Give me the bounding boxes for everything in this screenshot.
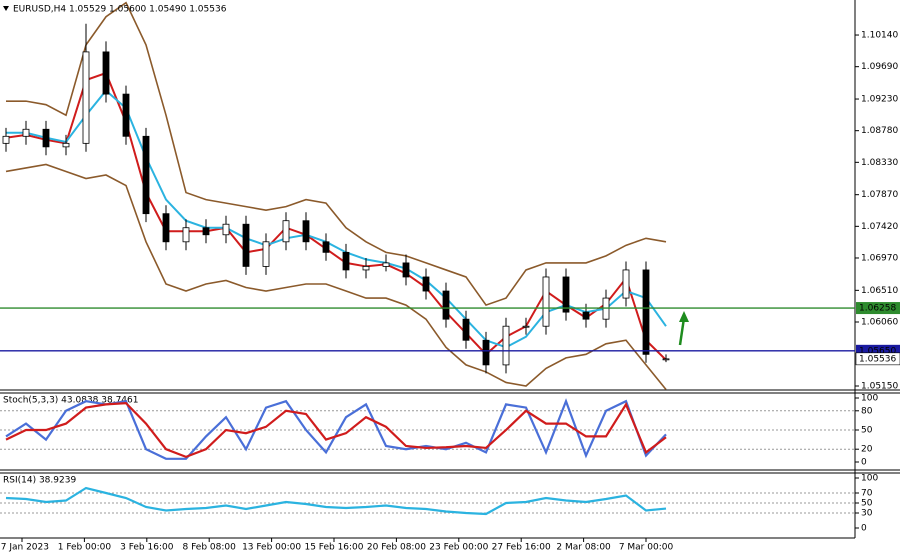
candle-body [62, 142, 70, 148]
y-tick-label: 1.05150 [861, 381, 898, 391]
candle-body [482, 339, 490, 366]
candle-body [442, 290, 450, 320]
chart-header: EURUSD,H4 1.05529 1.05600 1.05490 1.0553… [13, 5, 227, 15]
y-tick-label: 50 [861, 426, 873, 436]
y-tick-label: 1.08780 [861, 126, 898, 136]
candle-body [502, 325, 510, 366]
candle-body [282, 220, 290, 243]
x-tick-label: 20 Feb 08:00 [367, 543, 426, 553]
y-tick-label: 1.07420 [861, 222, 898, 232]
stoch-title: Stoch(5,3,3) 43.0838 38.7461 [3, 396, 138, 406]
candle-body [422, 276, 430, 292]
candle-body [142, 135, 150, 215]
candle-body [42, 128, 50, 148]
x-tick-label: 27 Jan 2023 [0, 543, 49, 553]
x-tick-label: 2 Mar 08:00 [556, 543, 611, 553]
y-tick-label: 1.07870 [861, 190, 898, 200]
candle-body [122, 93, 130, 137]
candle-body [462, 318, 470, 341]
y-tick-label: 0 [861, 458, 867, 468]
candle-body [242, 223, 250, 267]
candle-body [302, 220, 310, 243]
y-tick-label: 30 [861, 509, 873, 519]
candle-body [522, 325, 530, 328]
indicator-line [5, 71, 667, 361]
x-tick-label: 1 Feb 00:00 [58, 543, 112, 553]
candle-body [382, 262, 390, 267]
candle-body [2, 135, 10, 144]
y-tick-label: 1.09230 [861, 95, 898, 105]
x-tick-label: 7 Mar 00:00 [619, 543, 674, 553]
level-label-box [856, 302, 900, 315]
y-tick-label: 1.06060 [861, 317, 898, 327]
indicator-line [5, 163, 667, 391]
y-tick-label: 1.09690 [861, 62, 898, 72]
candle-body [162, 213, 170, 243]
candle-body [22, 128, 30, 137]
y-tick-label: 80 [861, 406, 873, 416]
candle-body [582, 311, 590, 320]
candle-body [82, 51, 90, 144]
candle-body [662, 358, 670, 361]
indicator-line [5, 486, 667, 516]
trend-arrow [678, 311, 689, 346]
current-price-label: 1.05536 [859, 354, 896, 364]
candle-body [322, 241, 330, 253]
candle-body [222, 223, 230, 236]
x-tick-label: 15 Feb 16:00 [304, 543, 363, 553]
x-tick-label: 27 Feb 16:00 [492, 543, 551, 553]
candle-body [362, 266, 370, 271]
candle-body [542, 276, 550, 327]
x-tick-label: 13 Feb 00:00 [242, 543, 301, 553]
y-tick-label: 50 [861, 499, 873, 509]
x-tick-label: 8 Feb 08:00 [183, 543, 237, 553]
level-label: 1.05650 [859, 346, 896, 356]
candle-body [402, 262, 410, 278]
y-tick-label: 100 [861, 394, 878, 404]
symbol-menu-arrow[interactable] [3, 6, 9, 11]
candle-body [202, 227, 210, 236]
y-tick-label: 1.06510 [861, 286, 898, 296]
indicator-line [6, 1, 667, 307]
y-tick-label: 70 [861, 489, 873, 499]
candle-body [562, 276, 570, 313]
y-tick-label: 1.06970 [861, 253, 898, 263]
candle-body [622, 269, 630, 299]
y-tick-label: 0 [861, 524, 867, 534]
candle-body [642, 269, 650, 355]
indicator-line [5, 401, 667, 459]
x-tick-label: 23 Feb 00:00 [429, 543, 488, 553]
candle-body [342, 251, 350, 271]
y-tick-label: 100 [861, 474, 878, 484]
current-price-box [855, 352, 900, 366]
rsi-title: RSI(14) 38.9239 [3, 476, 76, 486]
y-tick-label: 1.08330 [861, 158, 898, 168]
y-tick-label: 20 [861, 445, 873, 455]
candle-body [262, 241, 270, 267]
candle-body [182, 227, 190, 243]
x-tick-label: 3 Feb 16:00 [120, 543, 174, 553]
candle-body [102, 51, 110, 95]
level-label: 1.06258 [859, 304, 896, 314]
y-tick-label: 1.10140 [861, 31, 898, 41]
